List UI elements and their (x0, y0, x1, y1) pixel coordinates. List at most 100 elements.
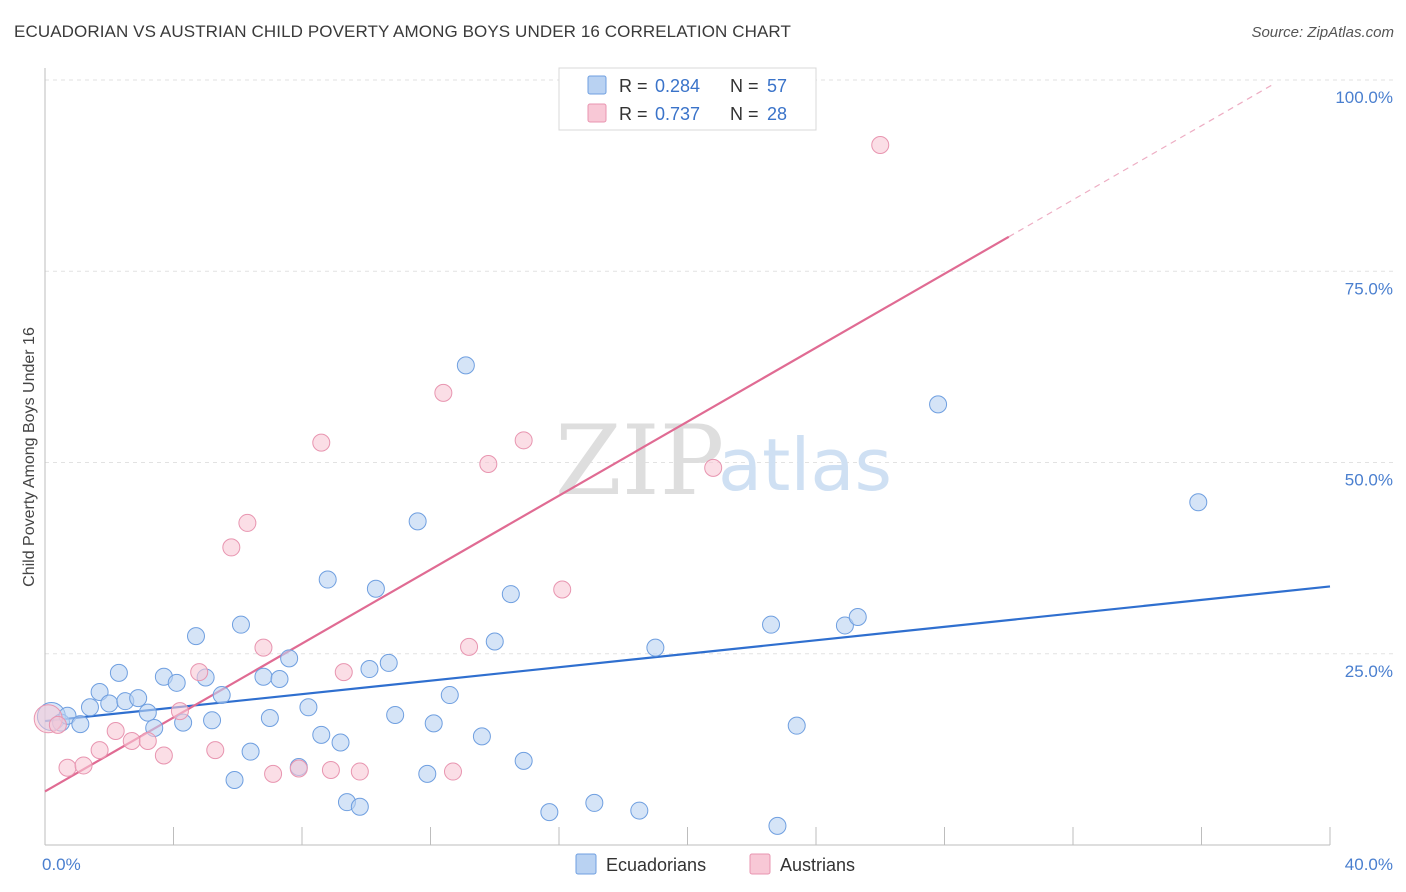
point-austrians-24 (479, 455, 498, 474)
point-ecuadorians-5 (90, 683, 109, 701)
y-tick-label-3: 100.0% (1335, 88, 1393, 107)
chart-title: ECUADORIAN VS AUSTRIAN CHILD POVERTY AMO… (14, 22, 791, 41)
point-austrians-17 (312, 433, 331, 452)
point-austrians-15 (264, 764, 283, 783)
point-ecuadorians-53 (835, 616, 854, 635)
legend-r-label-1: R = (619, 76, 648, 96)
point-austrians-4 (90, 741, 109, 760)
gridlines (45, 79, 1395, 655)
point-ecuadorians-42 (472, 727, 491, 746)
point-ecuadorians-32 (350, 797, 369, 816)
point-austrians-28 (871, 136, 890, 155)
watermark-atlas: atlas (718, 423, 892, 507)
y-tick-label-1: 50.0% (1345, 471, 1393, 490)
point-ecuadorians-38 (418, 764, 437, 783)
series-label-ecuadorians: Ecuadorians (606, 855, 706, 875)
point-ecuadorians-27 (299, 698, 318, 717)
trend-lines (44, 82, 1331, 793)
point-ecuadorians-33 (360, 660, 379, 679)
point-ecuadorians-50 (762, 615, 781, 634)
legend-r-label-2: R = (619, 104, 648, 124)
point-ecuadorians-37 (408, 512, 427, 531)
point-austrians-22 (443, 762, 462, 781)
point-ecuadorians-18 (212, 686, 231, 705)
point-austrians-13 (238, 513, 257, 532)
point-ecuadorians-10 (138, 703, 157, 722)
point-ecuadorians-56 (1189, 493, 1208, 512)
point-ecuadorians-21 (241, 742, 260, 761)
point-austrians-1 (48, 715, 67, 734)
legend-swatch-austrians (587, 103, 607, 123)
point-ecuadorians-55 (929, 395, 948, 414)
data-points (33, 136, 1208, 835)
point-ecuadorians-29 (318, 570, 337, 589)
trend-line-0 (44, 585, 1331, 723)
point-austrians-8 (154, 746, 173, 765)
point-ecuadorians-48 (630, 801, 649, 820)
point-ecuadorians-44 (501, 585, 520, 604)
y-axis-title: Child Poverty Among Boys Under 16 (21, 327, 38, 587)
point-ecuadorians-7 (109, 663, 128, 682)
point-ecuadorians-40 (440, 686, 459, 705)
series-legend: Ecuadorians Austrians (575, 853, 855, 875)
point-ecuadorians-47 (585, 793, 604, 812)
point-austrians-18 (321, 761, 340, 780)
point-ecuadorians-6 (100, 694, 119, 713)
point-ecuadorians-41 (456, 356, 475, 375)
x-tick-labels: 0.0% 40.0% (42, 855, 1393, 874)
point-ecuadorians-24 (270, 669, 289, 688)
point-ecuadorians-52 (787, 716, 806, 735)
y-tick-label-2: 75.0% (1345, 279, 1393, 298)
point-ecuadorians-23 (260, 709, 279, 728)
trend-line-1 (44, 235, 1010, 793)
point-ecuadorians-36 (386, 705, 405, 724)
point-austrians-7 (138, 731, 157, 750)
point-austrians-5 (106, 722, 125, 741)
point-ecuadorians-3 (71, 715, 90, 734)
point-austrians-23 (460, 637, 479, 656)
legend-n-label-2: N = (730, 104, 759, 124)
series-swatch-austrians (749, 853, 771, 875)
point-austrians-14 (254, 638, 273, 657)
point-austrians-6 (122, 731, 141, 750)
point-austrians-21 (434, 383, 453, 402)
point-austrians-12 (222, 538, 241, 557)
trend-extension-1 (1008, 82, 1276, 238)
watermark-zip: ZIP (555, 405, 724, 517)
point-austrians-27 (704, 458, 723, 477)
legend-swatch-ecuadorians (587, 75, 607, 95)
point-ecuadorians-9 (129, 689, 148, 708)
series-swatch-ecuadorians (575, 853, 597, 875)
point-ecuadorians-30 (331, 733, 350, 752)
point-ecuadorians-51 (768, 816, 787, 835)
point-ecuadorians-34 (366, 579, 385, 598)
point-ecuadorians-15 (186, 627, 205, 646)
point-ecuadorians-19 (225, 770, 244, 789)
point-ecuadorians-22 (254, 667, 273, 686)
legend-n-label-1: N = (730, 76, 759, 96)
legend-n-value-2: 28 (767, 104, 787, 124)
legend-r-value-2: 0.737 (655, 104, 700, 124)
x-tick-label-1: 40.0% (1345, 855, 1393, 874)
point-ecuadorians-25 (280, 649, 299, 668)
x-tick-label-0: 0.0% (42, 855, 81, 874)
point-ecuadorians-45 (514, 751, 533, 770)
source-label: Source: ZipAtlas.com (1251, 24, 1394, 41)
point-austrians-3 (74, 756, 93, 775)
point-austrians-26 (553, 580, 572, 599)
point-ecuadorians-43 (485, 632, 504, 651)
point-ecuadorians-4 (80, 698, 99, 717)
point-austrians-19 (334, 663, 353, 682)
y-tick-label-0: 25.0% (1345, 662, 1393, 681)
stats-legend: R = 0.284 N = 57 R = 0.737 N = 28 (558, 67, 817, 131)
point-austrians-16 (289, 759, 308, 778)
point-austrians-2 (58, 758, 77, 777)
point-austrians-10 (190, 663, 209, 682)
point-austrians-11 (206, 741, 225, 760)
legend-r-value-1: 0.284 (655, 76, 700, 96)
point-ecuadorians-13 (167, 673, 186, 692)
point-ecuadorians-46 (540, 803, 559, 822)
point-ecuadorians-35 (379, 653, 398, 672)
watermark: ZIP atlas (555, 405, 892, 517)
